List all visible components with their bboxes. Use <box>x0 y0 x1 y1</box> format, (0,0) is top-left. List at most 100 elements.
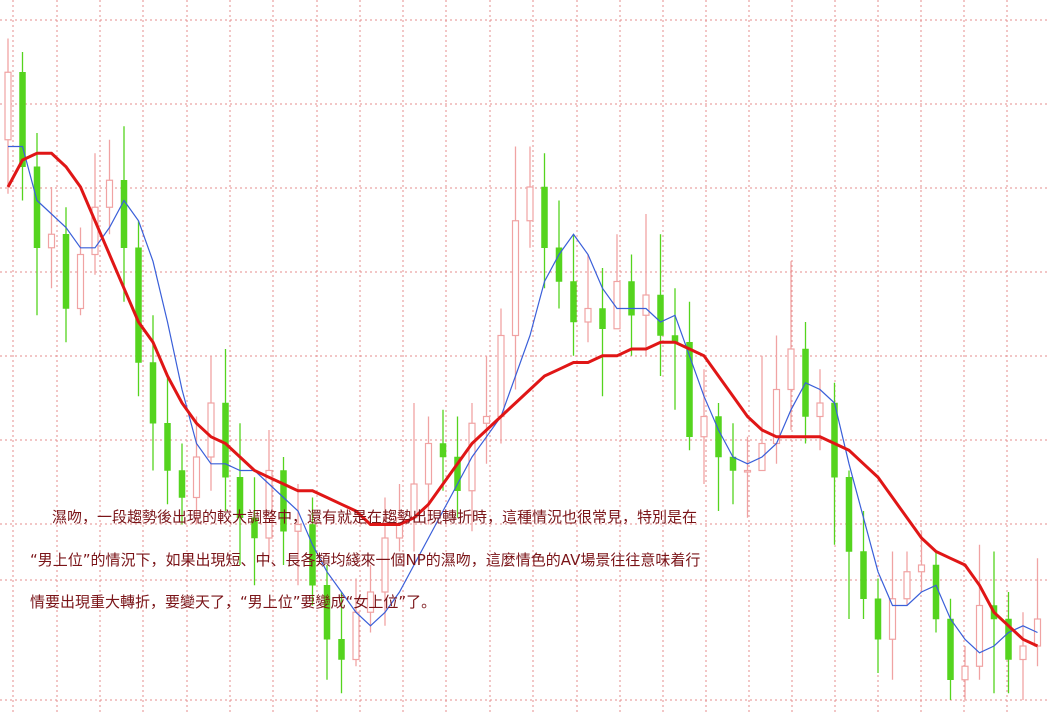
candle-body <box>947 618 954 680</box>
candle-body <box>584 307 592 323</box>
candle-body <box>729 456 737 471</box>
candle-body <box>338 639 345 660</box>
candle-up <box>1019 612 1027 700</box>
candle-up <box>743 436 752 518</box>
candle-up <box>207 355 215 491</box>
candle-up <box>975 544 984 680</box>
candle-up <box>700 369 708 484</box>
candle-up <box>917 531 926 592</box>
candle-up <box>76 227 85 316</box>
candle-down <box>309 497 316 606</box>
annotation-line-2: “男上位”的情況下，如果出現短、中、長各類均綫來一個NP的濕吻，這麼情色的AV場… <box>30 550 701 569</box>
candle-body <box>874 598 882 640</box>
candle-up <box>424 416 433 525</box>
candle-body <box>686 342 693 437</box>
candle-up <box>47 187 56 289</box>
candle-up <box>787 261 795 430</box>
candle-body <box>62 234 70 309</box>
candle-body <box>903 571 911 600</box>
candle-down <box>729 423 737 505</box>
candle-up <box>294 484 302 586</box>
candle-body <box>816 402 824 418</box>
candle-body <box>961 665 969 681</box>
candle-body <box>570 281 577 323</box>
candle-down <box>33 133 41 316</box>
candle-up <box>105 139 114 235</box>
long-moving-average-line <box>6 151 1039 648</box>
candle-body <box>743 469 752 473</box>
candle-body <box>105 179 114 208</box>
candle-up <box>381 497 389 626</box>
candle-down <box>236 423 244 565</box>
candle-up <box>395 484 404 552</box>
candle-up <box>903 551 911 606</box>
candle-down <box>164 376 171 505</box>
candle-body <box>917 564 926 573</box>
candle-body <box>120 180 128 248</box>
candle-down <box>874 578 882 673</box>
annotation-line-1: 濕吻，一段趨勢後出現的較大調整中，還有就是在趨勢出現轉折時，這種情況也很常見，特… <box>52 508 698 526</box>
candle-body <box>192 456 201 499</box>
candle-body <box>309 524 316 586</box>
candle-body <box>700 415 708 438</box>
candle-up <box>1033 558 1042 667</box>
candle-down <box>439 409 447 491</box>
candle-body <box>787 348 795 391</box>
candle-body <box>135 247 142 363</box>
candle-body <box>265 469 273 539</box>
candle-down <box>454 416 461 518</box>
candle-body <box>149 362 157 424</box>
candle-down <box>831 382 838 545</box>
candle-down <box>570 234 577 356</box>
candle-body <box>395 517 404 539</box>
candle-down <box>120 126 128 302</box>
candle-body <box>1019 645 1027 661</box>
annotation-line-3: 情要出現重大轉折，要變天了，“男上位”要變成“女上位”了。 <box>30 593 437 611</box>
candle-up <box>526 146 534 248</box>
candle-body <box>628 281 635 316</box>
candle-down <box>599 268 606 397</box>
candle-up <box>584 254 592 343</box>
candle-body <box>541 186 548 248</box>
candle-up <box>497 308 505 444</box>
candle-down <box>990 551 998 694</box>
candle-body <box>888 598 897 640</box>
candle-body <box>932 564 940 620</box>
candle-down <box>686 301 693 451</box>
candle-body <box>424 442 433 485</box>
candle-body <box>76 253 85 310</box>
candle-down <box>338 592 345 694</box>
candle-up <box>758 355 766 472</box>
candle-up <box>511 146 520 390</box>
short-moving-average-line <box>8 145 1038 654</box>
candle-body <box>642 294 650 316</box>
candle-up <box>265 430 273 559</box>
candle-down <box>657 234 664 376</box>
candle-up <box>482 355 491 464</box>
candle-body <box>164 423 171 471</box>
candle-body <box>555 247 563 282</box>
candle-up <box>772 335 781 464</box>
candle-up <box>366 565 375 633</box>
candle-down <box>845 470 853 619</box>
candle-body <box>497 334 505 418</box>
candle-body <box>975 604 984 667</box>
candle-down <box>715 403 722 511</box>
candle-body <box>381 537 389 593</box>
candle-up <box>4 38 12 194</box>
candle-body <box>657 294 664 336</box>
candle-body <box>222 402 229 478</box>
candle-down <box>178 443 186 525</box>
candle-down <box>19 52 26 201</box>
annotation-text: 濕吻，一段趨勢後出現的較大調整中，還有就是在趨勢出現轉折時，這種情況也很常見，特… <box>30 496 770 624</box>
candle-down <box>671 288 679 410</box>
candle-body <box>4 71 12 141</box>
candle-down <box>860 511 867 619</box>
candle-down <box>541 153 548 289</box>
candle-down <box>62 207 70 343</box>
candle-down <box>251 477 258 586</box>
candle-body <box>207 402 215 458</box>
candle-body <box>599 308 606 329</box>
candle-up <box>192 416 201 525</box>
